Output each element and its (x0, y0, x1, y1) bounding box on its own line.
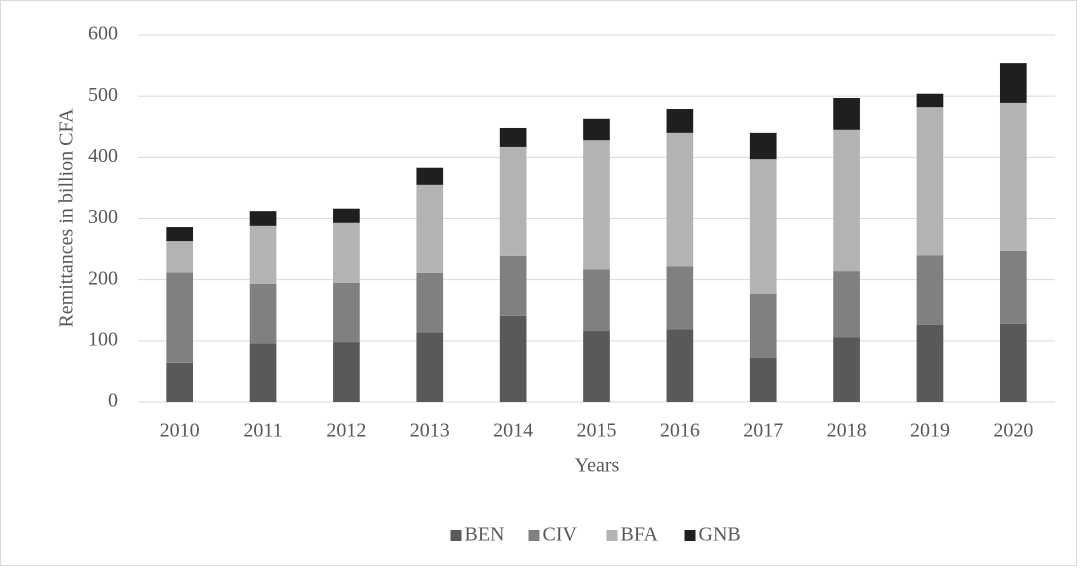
legend-swatch (606, 530, 618, 541)
bar-segment (166, 227, 194, 242)
bar-segment (666, 109, 694, 133)
legend-label: GNB (699, 524, 741, 546)
x-tick-label: 2010 (160, 420, 200, 442)
bar-segment (583, 269, 610, 332)
bar-segment (916, 107, 944, 256)
legend-swatch (528, 530, 540, 541)
bar-segment (416, 272, 444, 333)
bar-segment (749, 159, 777, 294)
bar-segment (166, 362, 194, 402)
x-tick-label: 2011 (243, 420, 282, 442)
bar-segment (749, 293, 777, 358)
bar-segment (999, 102, 1027, 251)
bar-segment (249, 343, 277, 402)
y-tick-label: 400 (88, 145, 118, 167)
bar-segment (583, 331, 610, 402)
x-tick-label: 2019 (910, 420, 950, 442)
bar-segment (333, 342, 360, 402)
bar-segment (499, 127, 527, 147)
bar-segment (583, 140, 610, 270)
bar-segment (499, 146, 527, 256)
y-tick-label: 500 (88, 84, 118, 106)
x-tick-label: 2017 (743, 420, 783, 442)
legend-swatch (450, 530, 462, 541)
bar-segment (499, 255, 527, 316)
bar-segment (416, 167, 444, 185)
bar-segment (916, 324, 944, 402)
x-tick-label: 2013 (410, 420, 450, 442)
bar-segment (833, 129, 860, 272)
bar-segment (999, 63, 1027, 103)
bar-segment (833, 271, 860, 338)
bar-segment (333, 208, 360, 223)
x-axis-title: Years (575, 455, 620, 477)
bar-segment (166, 241, 194, 273)
y-tick-label: 200 (88, 267, 118, 289)
bar-segment (666, 266, 694, 330)
bar-segment (916, 255, 944, 325)
x-tick-label: 2014 (493, 420, 533, 442)
x-tick-label: 2016 (660, 420, 700, 442)
bar-segment (749, 357, 777, 402)
bar-segment (749, 132, 777, 160)
bar-segment (416, 184, 444, 273)
legend-label: BEN (465, 524, 505, 546)
legend-label: BFA (621, 524, 659, 546)
bar-segment (999, 323, 1027, 402)
bar-segment (666, 329, 694, 402)
y-tick-label: 0 (108, 390, 118, 412)
bar-segment (249, 283, 277, 344)
bar-segment (583, 118, 610, 141)
bar-segment (999, 250, 1027, 324)
bar-segment (333, 222, 360, 283)
bar-segment (916, 93, 944, 108)
x-tick-label: 2012 (326, 420, 366, 442)
bar-segment (499, 315, 527, 402)
bar-segment (166, 272, 194, 363)
bar-segment (416, 332, 444, 402)
bar-segment (666, 132, 694, 267)
bar-segment (833, 98, 860, 130)
bar-segment (249, 211, 277, 226)
legend-label: CIV (543, 524, 578, 546)
y-tick-label: 300 (88, 206, 118, 228)
bar-segment (249, 225, 277, 284)
y-tick-label: 100 (88, 328, 118, 350)
bar-segment (333, 282, 360, 343)
y-tick-label: 600 (88, 23, 118, 45)
x-tick-label: 2020 (993, 420, 1033, 442)
bar-segment (833, 337, 860, 402)
x-tick-label: 2015 (577, 420, 617, 442)
legend-swatch (684, 530, 696, 541)
x-tick-label: 2018 (827, 420, 867, 442)
y-axis-title: Remittances in billion CFA (56, 108, 78, 328)
